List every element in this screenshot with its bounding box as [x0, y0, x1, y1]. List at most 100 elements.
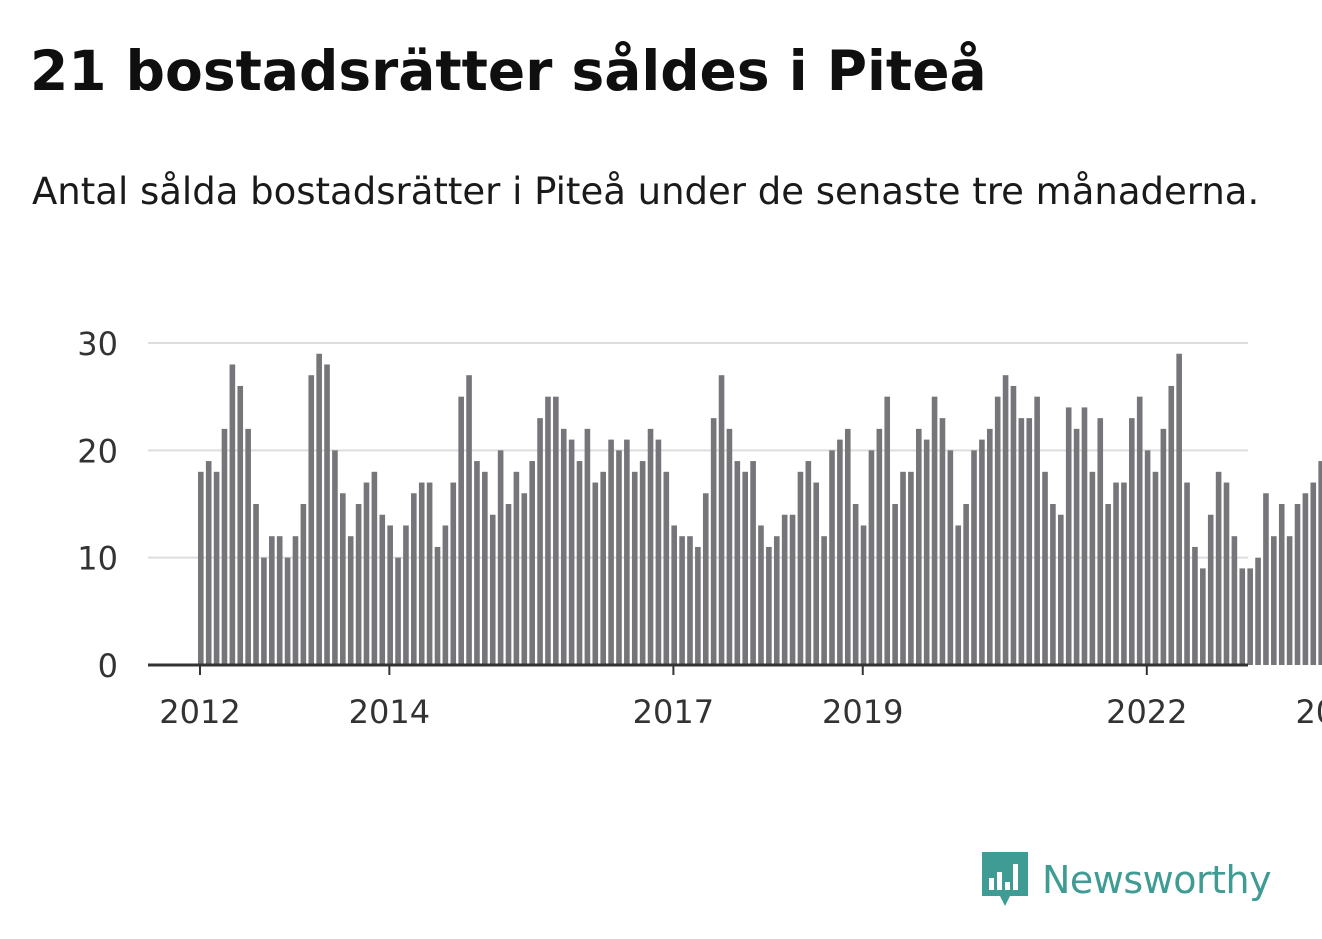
bar [797, 471, 804, 665]
bar [1200, 568, 1206, 665]
bar [458, 396, 464, 665]
bar [253, 504, 259, 665]
bar [1113, 482, 1119, 665]
bar [726, 428, 733, 665]
bar [269, 536, 275, 665]
bar [1176, 353, 1182, 665]
bar [837, 439, 843, 665]
bar [1105, 504, 1111, 665]
bar [923, 439, 930, 665]
bar [781, 514, 788, 665]
bar [766, 546, 772, 665]
bar [284, 557, 291, 665]
bar [608, 439, 614, 665]
bar [205, 461, 212, 665]
bar [308, 375, 315, 665]
bar [1302, 493, 1309, 665]
bar [718, 375, 725, 665]
y-tick-label: 20 [77, 432, 118, 470]
bar [892, 504, 898, 665]
x-axis: 2012 2014 2017 2019 2022 2024 [148, 663, 1322, 731]
bar [1136, 396, 1143, 665]
bar [1318, 461, 1322, 665]
bar [1184, 482, 1190, 665]
bar [521, 493, 528, 665]
x-tick-label: 2017 [633, 693, 714, 731]
bar [395, 557, 401, 665]
x-tick-label: 2022 [1106, 693, 1187, 731]
bar [994, 396, 1001, 665]
bar [513, 471, 520, 665]
bar [1121, 482, 1127, 665]
bar [655, 439, 662, 665]
chart-title: 21 bostadsrätter såldes i Piteå [30, 39, 987, 103]
bar [679, 536, 685, 665]
brand-logo: Newsworthy [980, 850, 1272, 910]
bar [584, 428, 591, 665]
bar [489, 514, 496, 665]
newsworthy-logo-icon [982, 852, 1028, 906]
bar [710, 418, 717, 665]
bar [1286, 536, 1293, 665]
bar [347, 536, 354, 665]
bar [482, 471, 488, 665]
bar [1310, 482, 1317, 665]
bar [1097, 418, 1104, 665]
bar [213, 471, 220, 665]
bar [1271, 536, 1277, 665]
bar [955, 525, 962, 665]
bar [884, 396, 891, 665]
bar [821, 536, 827, 665]
bar [931, 396, 938, 665]
bar [221, 428, 228, 665]
bar [237, 385, 244, 665]
bar [1215, 471, 1222, 665]
bar [1058, 514, 1064, 665]
bar [773, 536, 780, 665]
bar [261, 557, 267, 665]
bar [758, 525, 764, 665]
bar [963, 504, 969, 665]
bar [371, 471, 378, 665]
bar [529, 461, 535, 665]
bar [987, 428, 993, 665]
bar [1247, 568, 1253, 665]
bar [695, 546, 701, 665]
bar [971, 450, 977, 665]
bar [1073, 428, 1080, 665]
x-tick-label: 2014 [349, 693, 430, 731]
bar [1144, 450, 1151, 665]
y-axis-labels: 0 10 20 30 [77, 325, 118, 685]
bar [852, 504, 859, 665]
bar [379, 514, 386, 665]
brand-name: Newsworthy [1042, 858, 1272, 902]
bar [1002, 375, 1009, 665]
bar [568, 439, 575, 665]
x-tick-label: 2012 [159, 693, 240, 731]
bar [592, 482, 599, 665]
bar [1223, 482, 1230, 665]
bar [324, 364, 330, 665]
bar [1018, 418, 1025, 665]
bar [1034, 396, 1040, 665]
bar [671, 525, 677, 665]
bar [1255, 557, 1261, 665]
bar [805, 461, 812, 665]
bar [900, 471, 906, 665]
bar [411, 493, 417, 665]
bar [947, 450, 954, 665]
bar [276, 536, 283, 665]
bar [616, 450, 622, 665]
bar [1081, 407, 1088, 665]
bar [1294, 504, 1301, 665]
bar [813, 482, 820, 665]
bar [789, 514, 796, 665]
bar [860, 525, 867, 665]
bar [198, 471, 204, 665]
bar [639, 461, 646, 665]
bar [876, 428, 883, 665]
bar [434, 546, 441, 665]
bar [829, 450, 835, 665]
bar [1160, 428, 1167, 665]
